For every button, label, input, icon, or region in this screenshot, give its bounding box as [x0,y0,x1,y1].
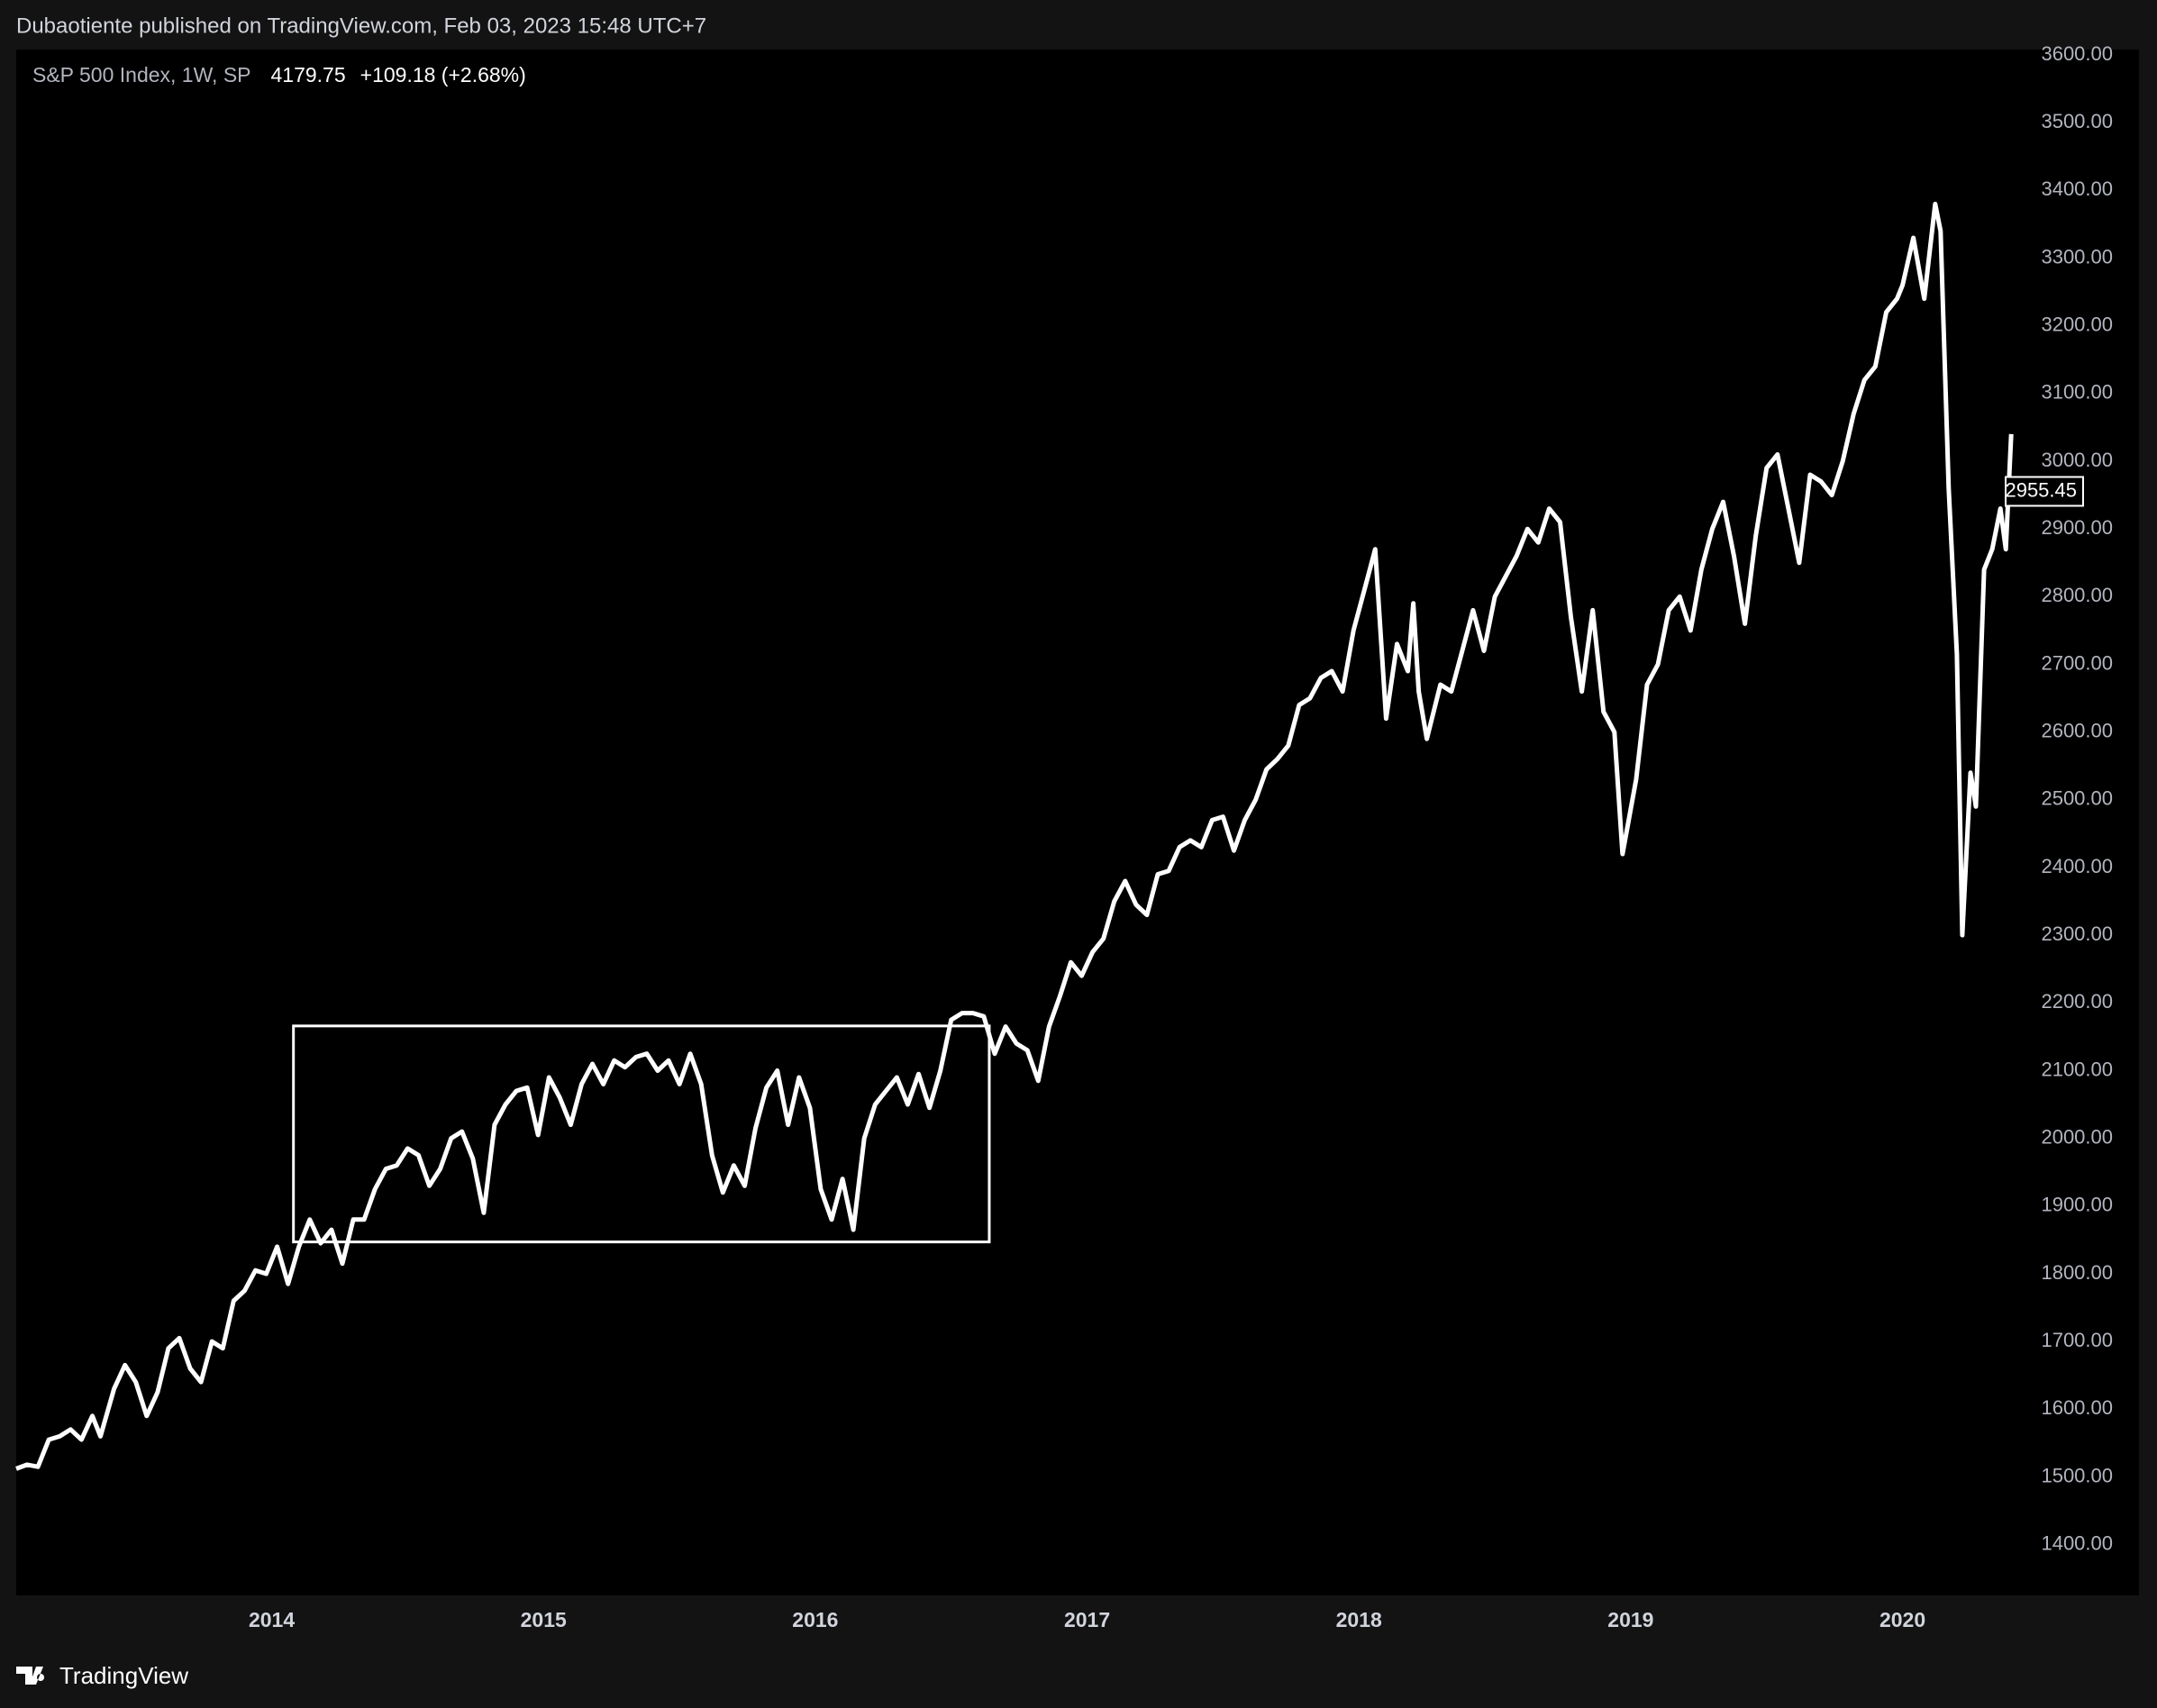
y-tick-label: 2800.00 [2041,584,2113,606]
y-tick-label: 3200.00 [2041,313,2113,335]
y-tick-label: 3600.00 [2041,42,2113,65]
x-tick-label: 2015 [521,1608,567,1631]
x-tick-label: 2016 [792,1608,838,1631]
range-box [292,1024,991,1244]
brand: TradingView [59,1662,188,1689]
plot-area [16,50,2139,1595]
y-tick-label: 2300.00 [2041,922,2113,945]
y-tick-label: 1600.00 [2041,1396,2113,1419]
price-line [15,201,2014,1471]
y-tick-label: 3000.00 [2041,449,2113,471]
price-marker-label: 2955.45 [2005,478,2077,501]
publish-line: Dubaotiente published on TradingView.com… [16,14,706,38]
y-tick-label: 2000.00 [2041,1125,2113,1148]
y-tick-label: 3100.00 [2041,381,2113,404]
y-tick-label: 2200.00 [2041,990,2113,1013]
y-tick-label: 2600.00 [2041,719,2113,741]
y-tick-label: 1500.00 [2041,1464,2113,1486]
y-tick-label: 2900.00 [2041,516,2113,539]
y-tick-label: 1700.00 [2041,1329,2113,1351]
x-tick-label: 2020 [1879,1608,1925,1631]
x-tick-label: 2018 [1336,1608,1382,1631]
brand-logo [16,1667,45,1685]
x-tick-label: 2017 [1064,1608,1110,1631]
y-tick-label: 1900.00 [2041,1194,2113,1216]
y-tick-label: 3400.00 [2041,177,2113,200]
y-tick-label: 3500.00 [2041,110,2113,132]
y-tick-label: 2400.00 [2041,855,2113,877]
y-tick-label: 2100.00 [2041,1058,2113,1080]
price-change: +109.18 (+2.68%) [360,63,526,86]
y-tick-label: 3300.00 [2041,245,2113,268]
y-tick-label: 1800.00 [2041,1261,2113,1284]
price-marker-box [2005,476,2084,507]
logo-mark [16,1667,45,1685]
last-price: 4179.75 [271,63,346,86]
y-tick-label: 2700.00 [2041,651,2113,674]
y-tick-label: 1400.00 [2041,1531,2113,1554]
y-tick-label: 2500.00 [2041,787,2113,810]
x-tick-label: 2014 [249,1608,295,1631]
symbol-legend: S&P 500 Index, 1W, SP [32,63,251,86]
x-tick-label: 2019 [1607,1608,1653,1631]
